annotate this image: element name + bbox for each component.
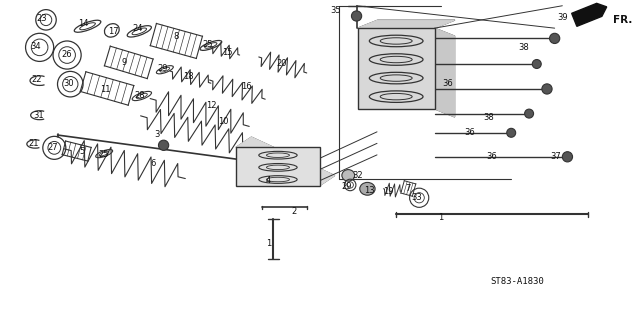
Polygon shape <box>236 137 334 186</box>
Text: ST83-A1830: ST83-A1830 <box>491 277 544 286</box>
Text: 1: 1 <box>266 239 271 248</box>
Text: 38: 38 <box>484 113 494 122</box>
Text: 30: 30 <box>64 79 74 88</box>
Text: 17: 17 <box>108 28 118 36</box>
Text: 35: 35 <box>330 6 341 15</box>
Text: 3: 3 <box>154 130 159 139</box>
Text: 29: 29 <box>158 64 168 73</box>
Polygon shape <box>358 20 454 28</box>
Text: 13: 13 <box>364 186 374 195</box>
Bar <box>236 147 320 186</box>
Text: 36: 36 <box>487 152 497 161</box>
Text: 39: 39 <box>557 13 567 22</box>
Text: 27: 27 <box>47 143 58 152</box>
Text: 15: 15 <box>222 48 232 57</box>
Bar <box>358 28 435 109</box>
Text: 11: 11 <box>100 85 111 94</box>
Text: 7: 7 <box>405 184 410 193</box>
Text: 31: 31 <box>33 111 43 120</box>
Text: 5: 5 <box>79 147 84 156</box>
Circle shape <box>562 152 573 162</box>
Text: 14: 14 <box>78 20 88 28</box>
Text: 28: 28 <box>134 91 144 100</box>
Circle shape <box>550 33 560 44</box>
Text: 19: 19 <box>383 187 394 196</box>
Circle shape <box>507 128 516 137</box>
Text: 6: 6 <box>151 159 156 168</box>
Text: 38: 38 <box>519 43 529 52</box>
Text: 36: 36 <box>442 79 452 88</box>
Text: 8: 8 <box>173 32 178 41</box>
Text: 1: 1 <box>438 213 443 222</box>
Polygon shape <box>435 28 454 117</box>
Text: 25: 25 <box>98 150 109 159</box>
Circle shape <box>525 109 534 118</box>
Text: 36: 36 <box>465 128 475 137</box>
Text: 33: 33 <box>412 193 422 202</box>
Text: 10: 10 <box>219 117 229 126</box>
Text: 29: 29 <box>342 182 352 191</box>
Text: 25: 25 <box>203 40 213 49</box>
Text: 20: 20 <box>276 60 286 68</box>
Text: 26: 26 <box>62 50 72 59</box>
Text: 4: 4 <box>266 176 271 185</box>
Text: 9: 9 <box>122 58 127 67</box>
Circle shape <box>351 11 362 21</box>
Text: 16: 16 <box>241 82 251 91</box>
Text: 24: 24 <box>132 24 142 33</box>
Text: 18: 18 <box>183 72 194 81</box>
Text: 21: 21 <box>28 139 38 148</box>
Circle shape <box>542 84 552 94</box>
Circle shape <box>158 140 169 150</box>
Circle shape <box>532 60 541 68</box>
Text: 32: 32 <box>353 171 363 180</box>
Text: FR.: FR. <box>613 15 633 25</box>
Text: 34: 34 <box>30 42 40 51</box>
Text: 12: 12 <box>206 101 216 110</box>
Text: 22: 22 <box>32 75 42 84</box>
Text: 2: 2 <box>291 207 296 216</box>
Text: 37: 37 <box>551 152 561 161</box>
Ellipse shape <box>360 182 375 195</box>
FancyArrow shape <box>572 3 606 26</box>
Text: 23: 23 <box>36 14 47 23</box>
Ellipse shape <box>342 170 355 181</box>
